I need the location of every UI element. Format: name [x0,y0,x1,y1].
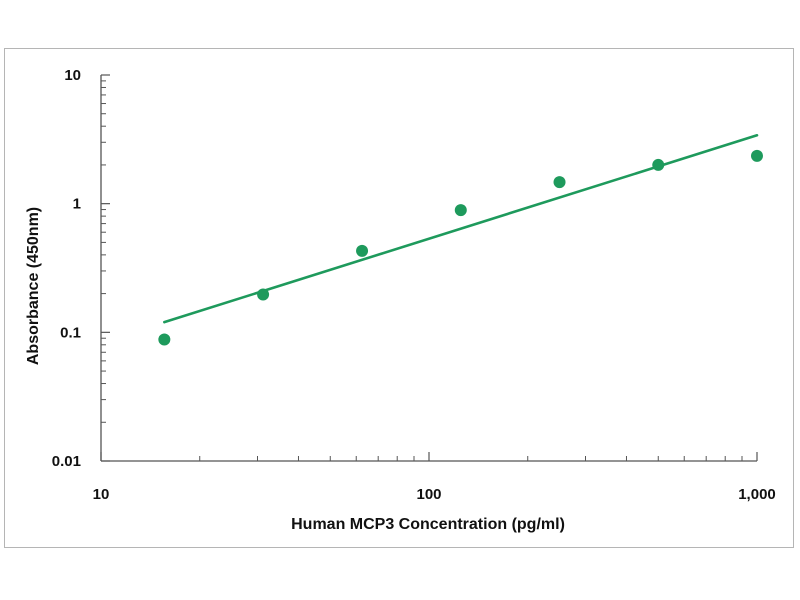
x-tick-label: 10 [93,486,110,503]
data-point [356,244,369,257]
data-point [652,158,665,171]
y-tick-label: 0.1 [60,324,81,341]
axes [100,74,758,462]
y-tick-label: 0.01 [52,453,81,470]
tick-labels: 10 1 0.1 0.01 10 100 1,000 [52,67,776,503]
data-point [553,176,566,189]
data-point [751,149,763,162]
data-points [158,149,763,346]
x-tick-label: 100 [416,486,441,503]
x-axis-title: Human MCP3 Concentration (pg/ml) [291,516,565,533]
y-axis-title: Absorbance (450nm) [25,207,42,365]
y-tick-label: 1 [73,196,81,213]
fit-line [163,133,759,324]
data-point [454,204,467,217]
y-tick-label: 10 [64,67,81,84]
data-point [257,288,270,301]
data-point [158,333,171,346]
x-tick-label: 1,000 [738,486,776,503]
chart-frame [4,48,794,548]
fit-line-group [163,133,759,324]
